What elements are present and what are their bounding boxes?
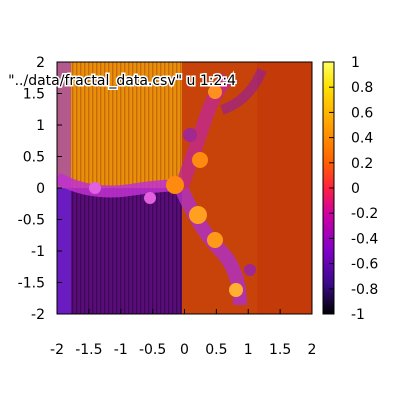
y-tick-label: 1 bbox=[36, 118, 45, 134]
blob bbox=[189, 206, 207, 224]
y-tick-label: 1.5 bbox=[23, 87, 45, 103]
y-tick-label: 0 bbox=[36, 181, 45, 197]
colorbar-tick-label: -0.6 bbox=[351, 257, 378, 273]
y-tick-label: -1.5 bbox=[18, 276, 45, 292]
colorbar-tick-label: 0.6 bbox=[351, 105, 373, 121]
colorbar-tick-label: -1 bbox=[351, 307, 365, 323]
plot-area bbox=[57, 62, 312, 314]
blob bbox=[207, 232, 223, 248]
y-tick-label: 2 bbox=[36, 55, 45, 71]
blob bbox=[244, 264, 256, 276]
y-axis-ticks: -2 -1.5 -1 -0.5 0 0.5 1 1.5 2 bbox=[18, 55, 62, 323]
colorbar-tick-label: 1 bbox=[351, 55, 360, 71]
blob bbox=[89, 182, 101, 194]
colorbar-ticks: 1 0.8 0.6 0.4 0.2 0 -0.2 -0.4 -0.6 -0.8 -1 bbox=[329, 55, 378, 323]
x-tick-label: 0 bbox=[180, 342, 189, 358]
blob bbox=[183, 128, 197, 142]
x-tick-label: -0.5 bbox=[139, 342, 166, 358]
colorbar-tick-label: -0.4 bbox=[351, 231, 378, 247]
colorbar-tick-label: -0.2 bbox=[351, 206, 378, 222]
x-tick-label: 2 bbox=[308, 342, 317, 358]
y-tick-label: -0.5 bbox=[18, 213, 45, 229]
colorbar-tick-label: 0.8 bbox=[351, 80, 373, 96]
x-tick-label: 1.5 bbox=[269, 342, 291, 358]
x-tick-label: 0.5 bbox=[205, 342, 227, 358]
blob bbox=[192, 152, 208, 168]
blob bbox=[144, 192, 156, 204]
y-tick-label: 0.5 bbox=[23, 150, 45, 166]
x-tick-label: 1 bbox=[244, 342, 253, 358]
blob bbox=[166, 176, 184, 194]
colorbar-tick-label: 0 bbox=[351, 181, 360, 197]
colorbar-tick-label: 0.4 bbox=[351, 131, 373, 147]
y-tick-label: -1 bbox=[31, 244, 45, 260]
x-tick-label: -1 bbox=[114, 342, 128, 358]
region-lower-left bbox=[57, 188, 182, 314]
x-tick-label: -1.5 bbox=[75, 342, 102, 358]
x-axis-ticks: -2 -1.5 -1 -0.5 0 0.5 1 1.5 2 bbox=[50, 309, 316, 358]
colorbar-tick-label: -0.8 bbox=[351, 282, 378, 298]
x-tick-label: -2 bbox=[50, 342, 64, 358]
blob bbox=[229, 283, 243, 297]
colorbar-tick-label: 0.2 bbox=[351, 156, 373, 172]
y-tick-label: -2 bbox=[31, 307, 45, 323]
